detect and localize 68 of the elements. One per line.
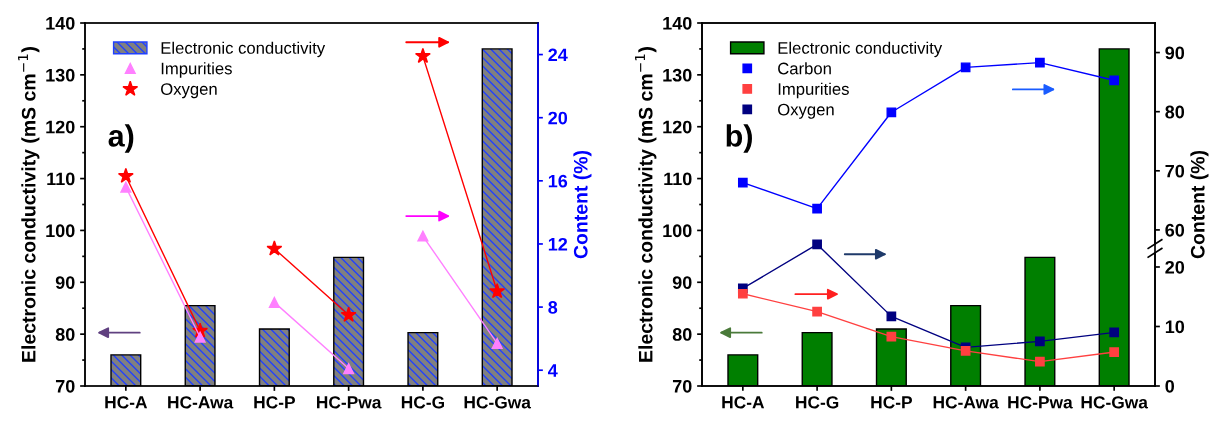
y-tick-label: 70 [672,379,692,393]
legend-label: Impurities [161,62,232,78]
x-tick-label: HC-G [401,396,444,409]
y-axis-title: Electronic conductivity (mS cm$^{−1}$) [635,47,657,362]
y2-tick-label: 20 [1165,260,1185,274]
point [812,306,822,317]
y2-tick-label: 12 [548,237,568,251]
y-axis-title: Electronic conductivity (mS cm$^{−1}$) [18,47,40,362]
y2-tick-label: 4 [548,364,558,377]
legend-label: Impurities [778,82,849,99]
y-tick-label: 120 [663,120,692,134]
point [737,288,748,299]
y3-tick-label: 60 [1165,223,1185,237]
x-tick-label: HC-P [254,396,295,409]
y-tick-label: 140 [663,16,692,30]
x-tick-label: HC-Pwa [1008,396,1073,409]
y-tick-label: 80 [55,328,75,341]
y-tick-label: 120 [46,120,75,134]
y2-tick-label: 24 [548,48,568,62]
y2-tick-label: 20 [548,111,568,125]
y-tick-label: 140 [46,16,75,30]
y2-tick-label: 16 [548,174,568,188]
x-tick-label: HC-Gwa [464,396,532,409]
legend-label: Electronic conductivity [161,41,326,58]
legend-label: Electronic conductivity [778,41,943,58]
x-tick-label: HC-G [796,396,839,409]
y-tick-label: 80 [672,328,692,341]
point [812,239,822,250]
legend-label: Carbon [778,62,831,75]
x-tick-label: HC-P [871,396,912,409]
point [1035,336,1045,347]
annotation: a) [108,124,134,153]
point [1035,356,1045,367]
y3-tick-label: 80 [1165,105,1185,119]
y2-axis-title: Content (%) [1190,150,1209,259]
point [886,107,897,118]
y-tick-label: 130 [663,68,692,82]
point [812,203,822,214]
y-tick-label: 90 [55,276,75,290]
y3-tick-label: 90 [1165,46,1185,60]
point [737,177,748,188]
y2-axis-title: Content (%) [573,150,592,259]
point [1109,75,1120,86]
x-tick-label: HC-Awa [168,396,234,409]
point [1109,327,1120,338]
annotation: b) [726,124,752,153]
y2-tick-label: 8 [548,301,558,314]
legend-label: Oxygen [778,103,834,119]
y2-tick-label: 0 [1165,379,1175,393]
y2-tick-label: 10 [1165,320,1185,334]
point [1035,57,1045,68]
y-tick-label: 90 [672,276,692,290]
y-tick-label: 100 [46,224,75,238]
point [1109,347,1120,357]
x-tick-label: HC-Pwa [316,396,382,409]
y-tick-label: 100 [663,224,692,238]
point [960,62,971,73]
y-tick-label: 110 [47,172,75,186]
x-tick-label: HC-A [722,396,765,409]
legend-label: Oxygen [161,83,217,99]
point [960,346,971,356]
x-tick-label: HC-A [105,396,148,409]
y3-tick-label: 70 [1165,164,1185,178]
x-tick-label: HC-Awa [933,396,999,409]
x-tick-label: HC-Gwa [1081,396,1149,409]
y-tick-label: 110 [664,172,692,186]
y-tick-label: 130 [46,68,75,82]
y-tick-label: 70 [55,379,75,393]
